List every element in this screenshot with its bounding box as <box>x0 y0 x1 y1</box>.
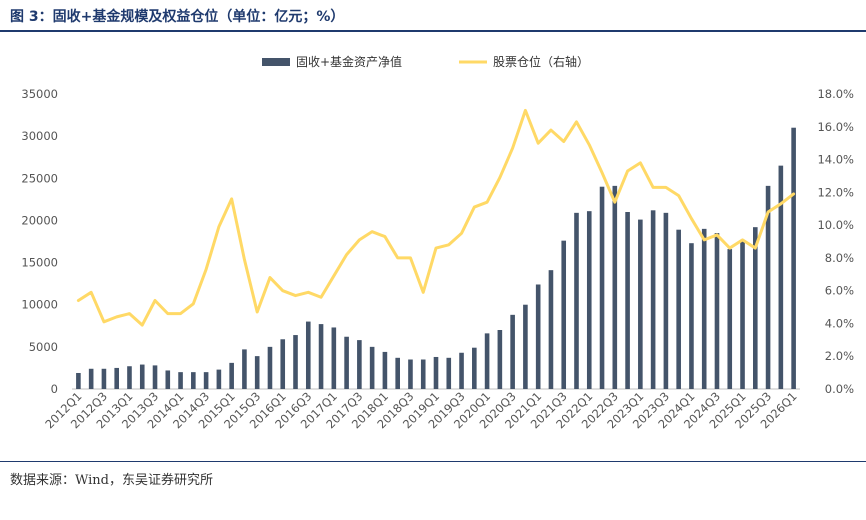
x-axis-ticks: 2012Q12012Q32013Q12013Q32014Q12014Q32015… <box>42 389 799 431</box>
legend-label-bar: 固收+基金资产净值 <box>296 54 402 69</box>
right-axis-tick-label: 0.0% <box>825 382 854 396</box>
right-axis-tick-label: 4.0% <box>825 316 854 330</box>
source-note: 数据来源：Wind，东吴证券研究所 <box>10 473 213 488</box>
bar-2014Q3 <box>203 372 209 389</box>
right-axis-tick-label: 6.0% <box>825 284 854 298</box>
bar-2013Q1 <box>127 366 132 389</box>
bar-2023Q2 <box>650 210 656 389</box>
combo-chart: 固收+基金资产净值 股票仓位（右轴） 0 5000 10000 15000 20000 2… <box>21 54 854 431</box>
bar-2025Q1 <box>740 239 745 389</box>
bar-2022Q1 <box>586 211 592 389</box>
bar-2014Q1 <box>178 372 183 389</box>
bar-2023Q3 <box>663 212 669 389</box>
bar-2023Q4 <box>676 229 681 389</box>
left-axis-tick-label: 5000 <box>29 340 58 354</box>
footer-divider <box>0 461 866 462</box>
bar-2019Q4 <box>472 347 477 389</box>
bar-2020Q3 <box>510 314 515 389</box>
bar-2013Q2 <box>139 364 145 389</box>
left-axis-tick-label: 10000 <box>21 298 58 312</box>
bar-2020Q1 <box>484 333 490 389</box>
left-axis-ticks: 0 5000 10000 15000 20000 25000 30000 35000 <box>21 87 58 396</box>
left-axis-tick-label: 30000 <box>21 129 58 143</box>
right-axis-tick-label: 8.0% <box>825 251 854 265</box>
bar-2019Q1 <box>433 356 439 389</box>
bar-2016Q2 <box>293 335 298 389</box>
bar-2016Q3 <box>305 321 311 389</box>
right-axis-tick-label: 10.0% <box>817 218 854 232</box>
right-axis-ticks: 0.0% 2.0% 4.0% 6.0% 8.0% 10.0% 12.0% 14.0% 16.0%… <box>817 87 854 396</box>
bar-2018Q3 <box>408 359 413 389</box>
bar-2014Q4 <box>216 369 222 389</box>
right-axis-tick-label: 12.0% <box>817 185 854 199</box>
legend-swatch-bar <box>262 58 290 66</box>
bar-2022Q4 <box>625 212 630 389</box>
bar-2022Q2 <box>599 186 605 389</box>
left-axis-tick-label: 25000 <box>21 171 58 185</box>
bar-2019Q3 <box>459 352 464 389</box>
bar-2019Q2 <box>446 357 452 389</box>
bar-2015Q3 <box>254 356 260 389</box>
bar-2025Q3 <box>765 185 771 389</box>
bar-2021Q1 <box>535 284 541 389</box>
bar-2012Q4 <box>114 367 119 389</box>
bar-2018Q2 <box>395 357 400 389</box>
left-axis-tick-label: 20000 <box>21 213 58 227</box>
bar-2025Q2 <box>753 227 758 389</box>
bar-2021Q3 <box>561 240 567 389</box>
bar-2016Q4 <box>318 324 324 389</box>
bar-series <box>76 127 796 390</box>
right-axis-tick-label: 2.0% <box>825 349 854 363</box>
bar-2015Q4 <box>267 346 273 389</box>
bar-2018Q4 <box>420 359 426 389</box>
bar-2024Q2 <box>701 228 707 389</box>
left-axis-tick-label: 35000 <box>21 87 58 101</box>
bar-2024Q4 <box>727 249 733 389</box>
bar-2012Q2 <box>88 368 94 389</box>
left-axis-tick-label: 15000 <box>21 256 58 270</box>
left-axis-tick-label: 0 <box>51 382 58 396</box>
figure-title: 图 3：固收+基金规模及权益仓位（单位：亿元；%） <box>10 9 345 25</box>
bar-2012Q1 <box>76 372 81 389</box>
bar-2025Q4 <box>778 165 784 389</box>
bar-2021Q4 <box>574 212 579 389</box>
bar-2017Q4 <box>369 346 375 389</box>
bar-2020Q4 <box>523 304 528 389</box>
bar-2018Q1 <box>382 351 388 389</box>
bar-2017Q2 <box>344 336 349 389</box>
bar-2023Q1 <box>638 219 643 389</box>
chart-legend: 固收+基金资产净值 股票仓位（右轴） <box>262 54 589 69</box>
bar-2021Q2 <box>548 270 554 389</box>
bar-2022Q3 <box>612 185 618 389</box>
legend-label-line: 股票仓位（右轴） <box>493 54 589 69</box>
bar-2014Q2 <box>191 372 196 389</box>
right-axis-tick-label: 18.0% <box>817 87 854 101</box>
bar-2024Q3 <box>714 233 720 389</box>
bar-2017Q1 <box>331 327 337 389</box>
bar-2017Q3 <box>357 340 362 389</box>
right-axis-tick-label: 16.0% <box>817 120 854 134</box>
bar-2013Q3 <box>152 365 158 389</box>
bar-2024Q1 <box>689 243 694 389</box>
bar-2016Q1 <box>280 339 286 389</box>
bar-2020Q2 <box>497 330 503 389</box>
right-axis-tick-label: 14.0% <box>817 153 854 167</box>
bar-2015Q2 <box>242 349 247 389</box>
bar-2013Q4 <box>165 370 171 389</box>
title-divider <box>0 30 866 32</box>
bar-2026Q1 <box>791 127 796 390</box>
bar-2012Q3 <box>101 368 107 389</box>
line-series <box>76 108 796 327</box>
bar-2015Q1 <box>229 362 234 389</box>
